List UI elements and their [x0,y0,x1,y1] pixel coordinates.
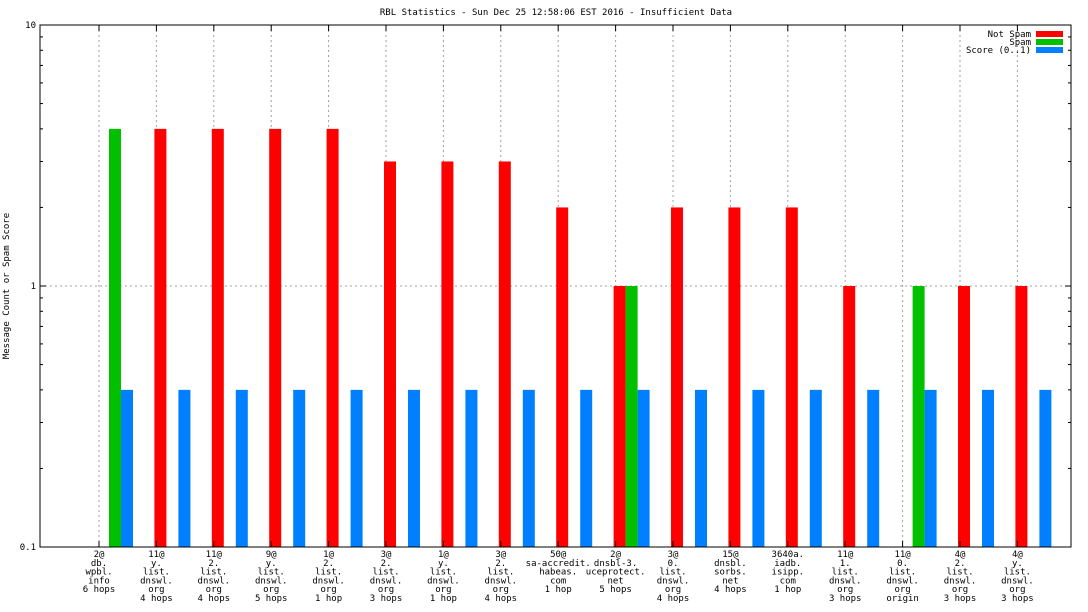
x-tick-label: 50@ sa-accredit. habeas. com 1 hop [526,550,591,595]
bar-score-0-1 [178,389,191,547]
y-tick-label: 0.1 [20,543,36,553]
x-tick-label: 11@ 0. list. dnswl. org origin [886,550,919,604]
bar-not-spam [384,161,396,547]
bar-spam [912,286,925,547]
bar-score-0-1 [522,389,535,547]
bar-spam [109,128,121,547]
bars [109,128,1052,548]
bar-score-0-1 [982,389,994,547]
bar-not-spam [556,207,569,548]
chart-title: RBL Statistics - Sun Dec 25 12:58:06 EST… [380,8,732,18]
x-tick-label: 4@ y. list. dnswl. org 3 hops [1001,550,1034,604]
x-tick-label: 11@ 2. list. dnswl. org 4 hops [198,550,231,604]
x-tick-label: 2@ dnsbl-3. uceprotect. net 5 hops [586,550,646,595]
bar-not-spam [211,128,224,547]
bar-score-0-1 [465,389,478,547]
bar-not-spam [958,286,970,547]
x-tick-label: 1@ y. list. dnswl. org 1 hop [427,550,460,604]
legend-swatch [1036,39,1063,45]
bar-score-0-1 [924,389,937,547]
bar-score-0-1 [350,389,363,547]
bar-score-0-1 [637,389,650,547]
x-tick-label: 3640a. iadb. isipp. com 1 hop [772,550,805,595]
bar-not-spam [326,128,339,547]
legend-label: Score (0..1) [966,46,1031,56]
x-tick-label: 3@ 0. list. dnswl. org 4 hops [657,550,690,604]
legend-swatch [1036,31,1063,37]
bar-not-spam [785,207,798,548]
bar-not-spam [498,161,511,547]
bar-not-spam [728,207,741,548]
bar-not-spam [671,207,683,548]
bar-not-spam [154,128,167,547]
bar-not-spam [269,128,282,547]
x-tick-label: 2@ db. wpbl. info 6 hops [83,550,116,595]
legend-label: Not Spam [988,30,1031,40]
x-tick-label: 1@ 2. list. dnswl. org 1 hop [312,550,345,604]
legend-label: Spam [1009,38,1031,48]
bar-not-spam [441,161,454,547]
bar-score-0-1 [867,389,880,547]
bar-score-0-1 [695,389,707,547]
bar-score-0-1 [121,389,133,547]
bar-spam [625,286,638,547]
bar-score-0-1 [293,389,306,547]
legend-swatch [1036,47,1063,53]
x-tick-label: 11@ y. list. dnswl. org 4 hops [140,550,173,604]
bar-score-0-1 [752,389,765,547]
x-tick-label: 3@ 2. list. dnswl. org 3 hops [370,550,403,604]
bar-score-0-1 [1039,389,1052,547]
x-tick-label: 9@ y. list. dnswl. org 5 hops [255,550,288,604]
x-tick-label: 4@ 2. list. dnswl. org 3 hops [944,550,977,604]
axis-ticks: 0.1 1 10 2@ db. wpbl. info 6 hops 11@ y. list. dnsw… [20,21,1071,604]
bar-score-0-1 [580,389,593,547]
bar-not-spam [1015,286,1028,547]
y-tick-label: 1 [31,282,36,292]
y-tick-label: 10 [25,21,36,31]
bar-score-0-1 [408,389,420,547]
bar-not-spam [613,286,626,547]
x-tick-label: 3@ 2. list. dnswl. org 4 hops [485,550,518,604]
bar-not-spam [843,286,856,547]
y-axis-label: Message Count or Spam Score [2,213,12,359]
bar-score-0-1 [809,389,822,547]
x-tick-label: 11@ 1. list. dnswl. org 3 hops [829,550,862,604]
bar-score-0-1 [235,389,248,547]
x-tick-label: 15@ dnsbl. sorbs. net 4 hops [714,550,747,595]
